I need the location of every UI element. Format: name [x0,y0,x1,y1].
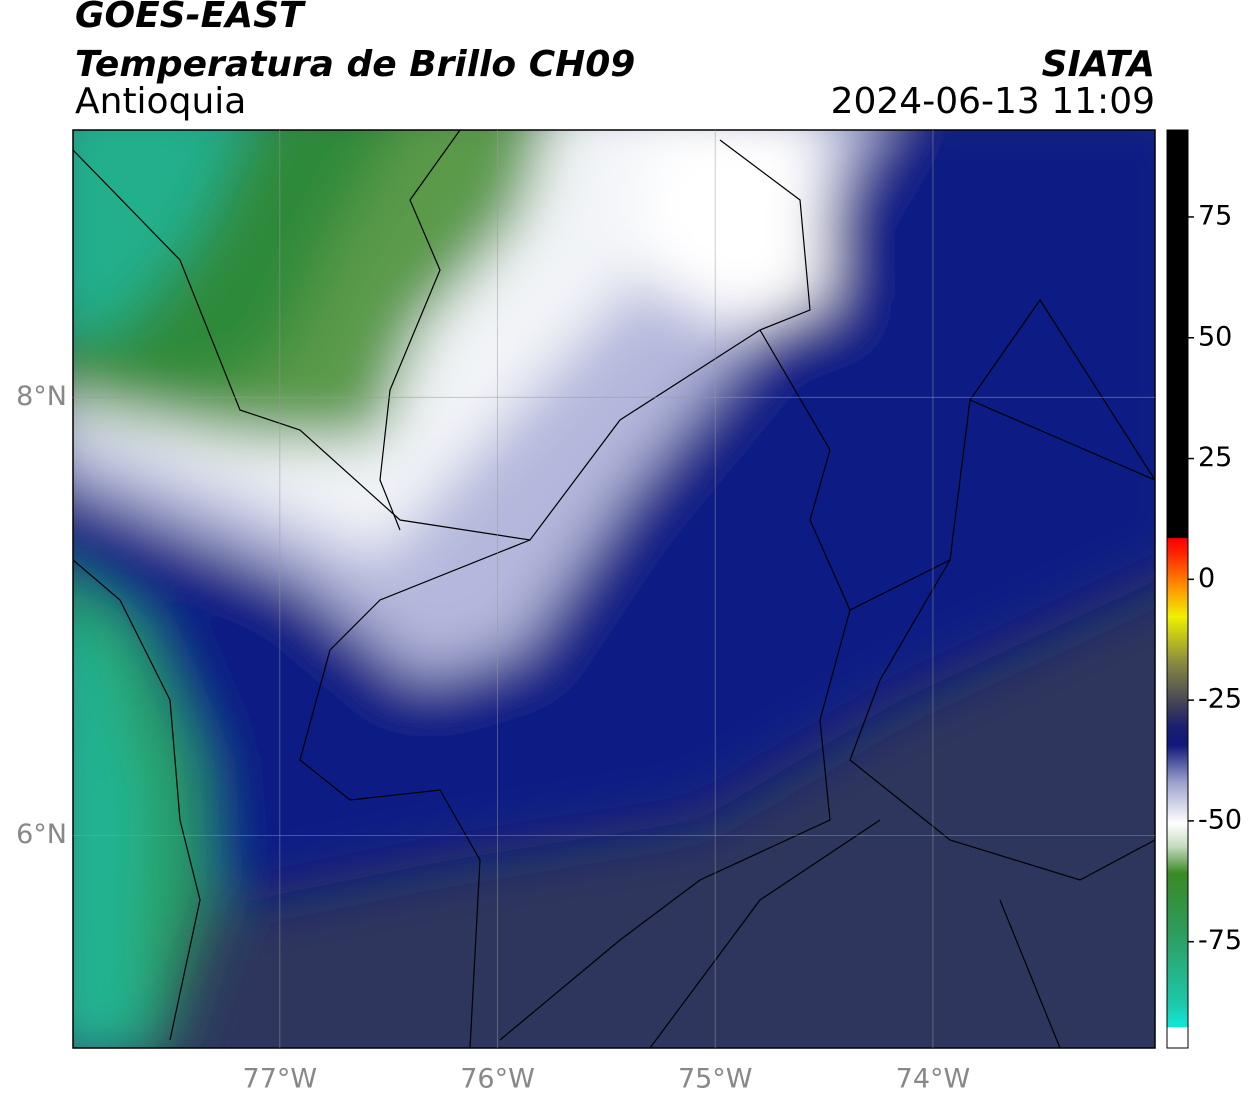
x-tick-label: 77°W [243,1064,318,1095]
subtitle: Temperatura de Brillo CH09 [75,44,635,85]
x-tick-label: 76°W [460,1064,535,1095]
colorbar-tick-label: 25 [1198,442,1232,473]
colorbar-tick-label: 75 [1198,200,1232,231]
colorbar-tick-label: 50 [1198,321,1232,352]
y-tick-label: 6°N [16,819,67,850]
source: SIATA [1042,44,1155,85]
region: Antioquia [75,81,246,122]
map-image [73,130,1155,1048]
x-tick-label: 75°W [678,1064,753,1095]
title: GOES-EAST [75,0,306,36]
colorbar-tick-label: -25 [1198,684,1242,715]
colorbar-tick-label: -75 [1198,925,1242,956]
map-frame [72,129,1156,1049]
x-tick-label: 74°W [896,1064,971,1095]
colorbar-tick-label: -50 [1198,804,1242,835]
colorbar-tick-label: 0 [1198,563,1215,594]
y-tick-label: 8°N [16,381,67,412]
timestamp: 2024-06-13 11:09 [831,81,1155,122]
colorbar [1166,129,1189,1049]
